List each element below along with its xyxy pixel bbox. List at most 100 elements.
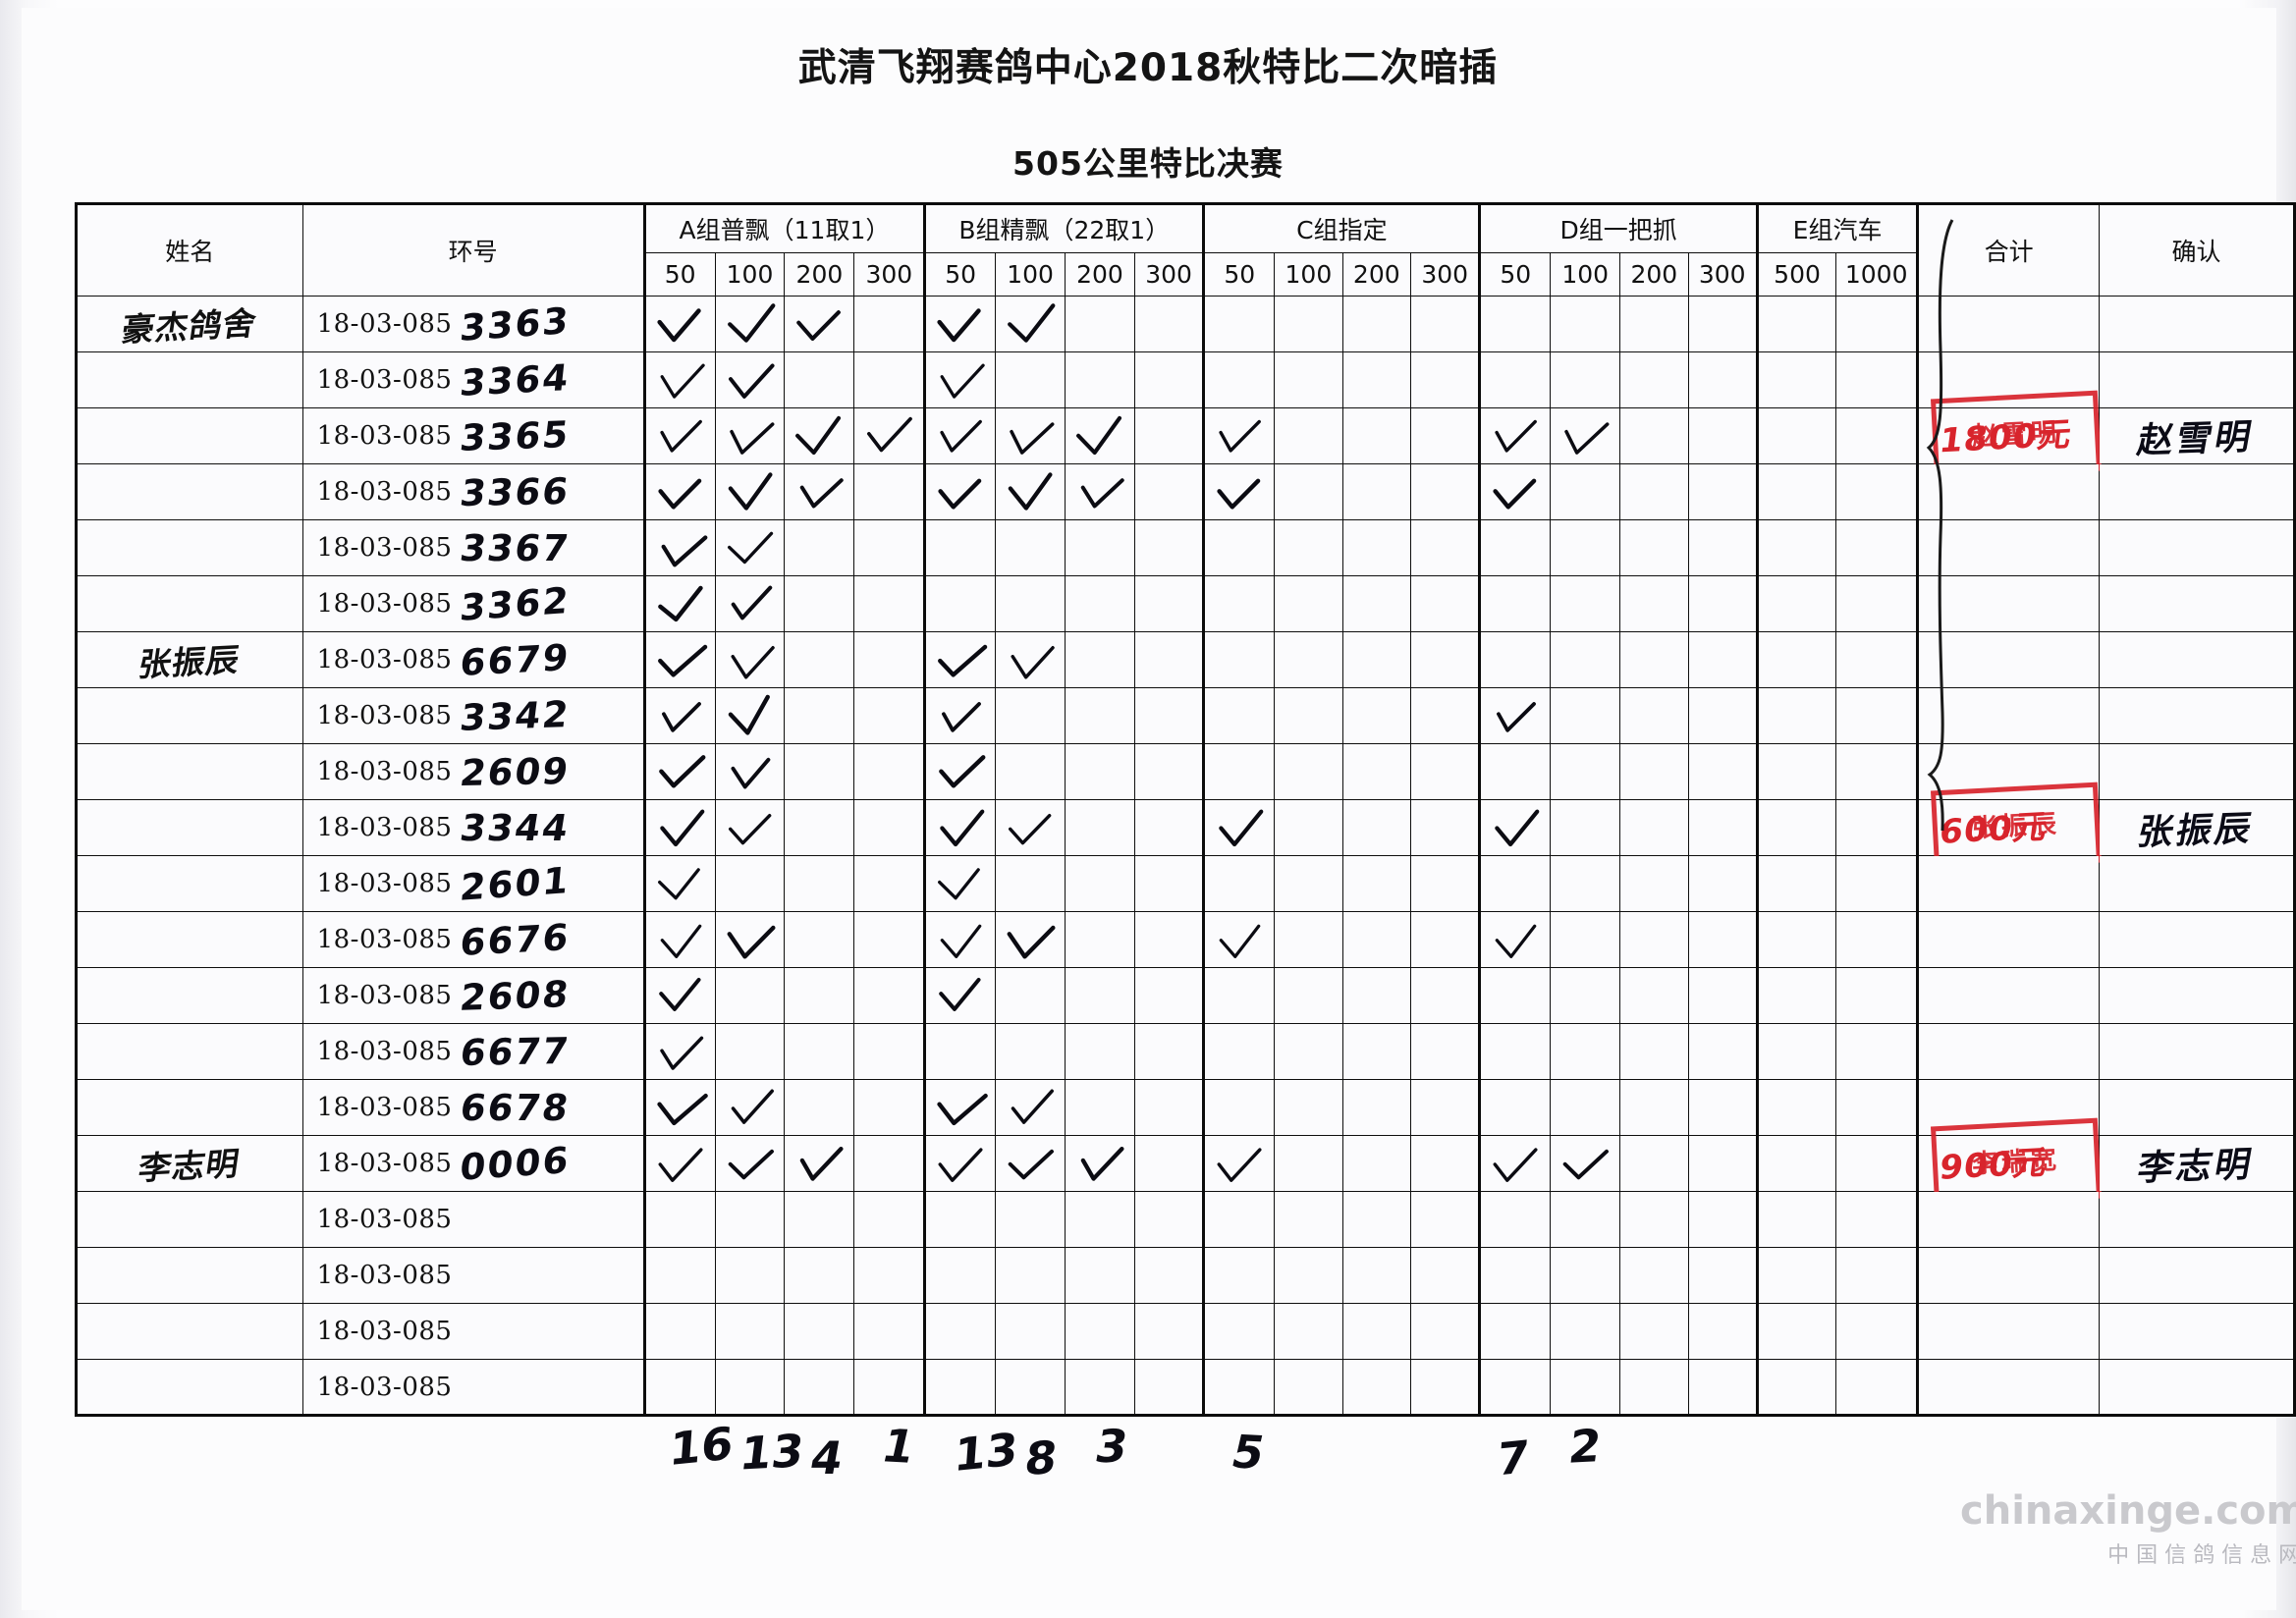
cell-owner-name[interactable] <box>75 1023 303 1080</box>
cell-mark-D100[interactable] <box>1550 967 1621 1024</box>
cell-mark-A300[interactable] <box>853 519 927 576</box>
cell-mark-D50[interactable] <box>1478 1303 1552 1360</box>
cell-mark-C50[interactable] <box>1202 855 1276 912</box>
cell-mark-E1000[interactable] <box>1835 407 1920 464</box>
cell-mark-B100[interactable] <box>995 575 1066 632</box>
cell-mark-D100[interactable] <box>1550 1023 1621 1080</box>
cell-mark-C100[interactable] <box>1274 687 1343 744</box>
cell-mark-D50[interactable] <box>1478 1359 1552 1417</box>
cell-mark-B300[interactable] <box>1133 911 1206 968</box>
cell-mark-C50[interactable] <box>1202 519 1276 576</box>
cell-mark-A200[interactable] <box>784 1191 855 1248</box>
cell-mark-B200[interactable] <box>1065 855 1135 912</box>
cell-mark-C100[interactable] <box>1274 1191 1343 1248</box>
cell-mark-C50[interactable] <box>1202 575 1276 632</box>
cell-owner-name[interactable] <box>75 1191 303 1248</box>
cell-mark-B200[interactable] <box>1065 351 1135 408</box>
cell-mark-C300[interactable] <box>1409 351 1482 408</box>
cell-owner-name[interactable] <box>75 687 303 744</box>
cell-mark-C200[interactable] <box>1341 687 1411 744</box>
cell-mark-E500[interactable] <box>1755 296 1837 352</box>
cell-mark-C100[interactable] <box>1274 1135 1343 1192</box>
cell-mark-C100[interactable] <box>1274 1079 1343 1136</box>
table-row[interactable]: 18-03-085 3366 <box>75 463 2296 520</box>
cell-owner-name[interactable] <box>75 407 303 464</box>
cell-ring-number[interactable]: 18-03-085 <box>301 1247 646 1304</box>
cell-mark-C300[interactable] <box>1409 631 1482 688</box>
cell-total[interactable] <box>1917 1023 2101 1080</box>
cell-mark-A50[interactable] <box>642 1023 716 1080</box>
table-row[interactable]: 18-03-085 <box>75 1191 2296 1248</box>
cell-mark-A100[interactable] <box>714 1135 786 1192</box>
cell-total[interactable] <box>1917 1247 2101 1304</box>
cell-owner-name[interactable]: 李志明 <box>75 1135 303 1192</box>
cell-mark-A100[interactable] <box>714 911 786 968</box>
cell-mark-C200[interactable] <box>1341 1135 1411 1192</box>
cell-mark-C100[interactable] <box>1274 1303 1343 1360</box>
cell-mark-A50[interactable] <box>642 1247 716 1304</box>
cell-mark-B50[interactable] <box>923 1359 997 1417</box>
cell-owner-name[interactable]: 豪杰鸽舍 <box>75 296 303 352</box>
cell-mark-D200[interactable] <box>1619 1359 1689 1417</box>
cell-mark-D200[interactable] <box>1619 463 1689 520</box>
cell-mark-C200[interactable] <box>1341 575 1411 632</box>
cell-mark-B300[interactable] <box>1133 1079 1206 1136</box>
cell-mark-D50[interactable] <box>1478 407 1552 464</box>
cell-mark-A300[interactable] <box>853 631 927 688</box>
cell-mark-B300[interactable] <box>1133 519 1206 576</box>
cell-total[interactable]: 张振辰 600元 <box>1917 782 2103 872</box>
cell-mark-B100[interactable] <box>995 631 1066 688</box>
cell-mark-D100[interactable] <box>1550 743 1621 800</box>
cell-mark-C100[interactable] <box>1274 631 1343 688</box>
cell-mark-D50[interactable] <box>1478 1135 1552 1192</box>
cell-mark-A200[interactable] <box>784 1359 855 1417</box>
cell-ring-number[interactable]: 18-03-085 6679 <box>301 631 646 688</box>
cell-mark-D200[interactable] <box>1619 1135 1689 1192</box>
cell-mark-A200[interactable] <box>784 1303 855 1360</box>
cell-mark-A300[interactable] <box>853 687 927 744</box>
cell-total[interactable]: 赵雪明 1800元 <box>1917 390 2103 480</box>
cell-mark-D50[interactable] <box>1478 967 1552 1024</box>
cell-mark-A300[interactable] <box>853 743 927 800</box>
cell-mark-E500[interactable] <box>1755 1079 1837 1136</box>
cell-mark-A100[interactable] <box>714 1079 786 1136</box>
cell-mark-C300[interactable] <box>1409 1023 1482 1080</box>
table-row[interactable]: 18-03-085 <box>75 1247 2296 1304</box>
cell-total[interactable] <box>1917 631 2101 688</box>
cell-mark-B100[interactable] <box>995 687 1066 744</box>
cell-mark-D200[interactable] <box>1619 1247 1689 1304</box>
cell-total[interactable] <box>1917 687 2101 744</box>
cell-mark-B200[interactable] <box>1065 575 1135 632</box>
cell-confirm[interactable] <box>2099 296 2296 352</box>
cell-mark-A300[interactable] <box>853 799 927 856</box>
cell-mark-B300[interactable] <box>1133 1191 1206 1248</box>
cell-mark-E1000[interactable] <box>1835 1303 1920 1360</box>
cell-mark-D100[interactable] <box>1550 575 1621 632</box>
cell-mark-D100[interactable] <box>1550 296 1621 352</box>
cell-mark-A300[interactable] <box>853 351 927 408</box>
cell-mark-D200[interactable] <box>1619 407 1689 464</box>
cell-mark-E1000[interactable] <box>1835 855 1920 912</box>
cell-mark-B100[interactable] <box>995 911 1066 968</box>
cell-mark-D300[interactable] <box>1687 575 1759 632</box>
cell-mark-E500[interactable] <box>1755 407 1837 464</box>
cell-mark-C200[interactable] <box>1341 351 1411 408</box>
cell-mark-E500[interactable] <box>1755 799 1837 856</box>
cell-mark-C50[interactable] <box>1202 967 1276 1024</box>
cell-mark-A200[interactable] <box>784 407 855 464</box>
cell-mark-A50[interactable] <box>642 519 716 576</box>
table-row[interactable]: 18-03-085 3362 <box>75 575 2296 632</box>
table-row[interactable]: 李志明 18-03-085 0006 李瑞宽 900元 李志明 <box>75 1117 2296 1208</box>
cell-mark-E500[interactable] <box>1755 631 1837 688</box>
cell-mark-E1000[interactable] <box>1835 631 1920 688</box>
cell-mark-A100[interactable] <box>714 687 786 744</box>
cell-mark-C200[interactable] <box>1341 743 1411 800</box>
cell-mark-C200[interactable] <box>1341 1247 1411 1304</box>
cell-mark-A300[interactable] <box>853 575 927 632</box>
cell-confirm[interactable] <box>2099 351 2296 408</box>
cell-mark-A50[interactable] <box>642 1135 716 1192</box>
table-row[interactable]: 18-03-085 3342 <box>75 687 2296 744</box>
cell-mark-B100[interactable] <box>995 463 1066 520</box>
cell-mark-E1000[interactable] <box>1835 519 1920 576</box>
cell-ring-number[interactable]: 18-03-085 2601 <box>301 855 646 912</box>
